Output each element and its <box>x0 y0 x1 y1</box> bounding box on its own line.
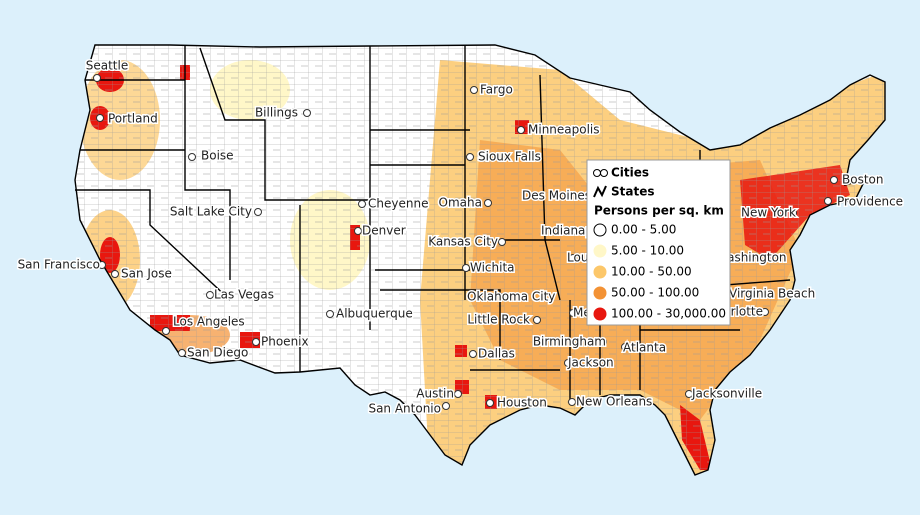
city-marker <box>761 308 769 316</box>
city-label: Portland <box>108 112 158 126</box>
city-marker <box>442 402 450 410</box>
city-marker <box>252 338 260 346</box>
city-label: Providence <box>837 195 903 209</box>
city-label: Birmingham <box>533 335 606 349</box>
city-label: Omaha <box>439 196 482 210</box>
city-marker <box>454 390 462 398</box>
city-label: Little Rock <box>467 313 530 327</box>
city-marker <box>569 227 577 235</box>
city-marker <box>466 153 474 161</box>
city-marker <box>358 200 366 208</box>
legend-item: States <box>611 185 655 199</box>
city-marker <box>254 208 262 216</box>
legend-class-label: 5.00 - 10.00 <box>611 244 684 258</box>
city-marker <box>486 399 494 407</box>
city-marker <box>206 291 214 299</box>
legend-city-icon <box>600 169 608 177</box>
city-label: Boston <box>842 173 883 187</box>
city-marker <box>568 398 576 406</box>
city-label: Jackson <box>567 356 614 370</box>
city-marker <box>499 293 507 301</box>
city-marker <box>517 126 525 134</box>
city-marker <box>533 316 541 324</box>
city-label: Wichita <box>470 261 515 275</box>
legend-class-label: 0.00 - 5.00 <box>611 223 676 237</box>
city-label: San Jose <box>121 267 172 281</box>
legend-swatch <box>593 286 607 300</box>
city-label: San Antonio <box>368 402 441 416</box>
city-marker <box>564 359 572 367</box>
city-label: Denver <box>362 224 406 238</box>
city-marker <box>354 227 362 235</box>
city-label: Fargo <box>480 83 513 97</box>
legend-swatch <box>593 307 607 321</box>
city-label: Des Moines <box>522 189 591 203</box>
city-marker <box>111 270 119 278</box>
city-marker <box>498 238 506 246</box>
city-marker <box>531 192 539 200</box>
city-label: Virginia Beach <box>729 287 815 301</box>
city-label: Sioux Falls <box>478 150 541 164</box>
legend-swatch <box>593 223 607 237</box>
city-label: Minneapolis <box>528 123 600 137</box>
city-marker <box>484 199 492 207</box>
city-marker <box>685 390 693 398</box>
city-label: Cheyenne <box>368 197 428 211</box>
legend-swatch <box>593 244 607 258</box>
city-label: San Francisco <box>18 258 100 272</box>
city-marker <box>830 176 838 184</box>
legend-class-label: 100.00 - 30,000.00 <box>611 307 726 321</box>
legend-swatch <box>593 265 607 279</box>
city-marker <box>569 254 577 262</box>
city-label: Phoenix <box>261 335 309 349</box>
city-label: San Diego <box>187 346 248 360</box>
city-label: Los Angeles <box>173 315 245 329</box>
city-marker <box>824 197 832 205</box>
legend-item: Cities <box>611 166 649 180</box>
city-marker <box>178 349 186 357</box>
legend-city-icon <box>593 169 601 177</box>
city-marker <box>98 261 106 269</box>
city-marker <box>162 327 170 335</box>
city-marker <box>462 264 470 272</box>
city-layer: Seattle Portland Boise Billings Fargo Minneap… <box>16 57 905 417</box>
legend-state-icon <box>593 185 607 198</box>
legend-class-label: 50.00 - 100.00 <box>611 286 699 300</box>
legend-box <box>586 159 731 326</box>
legend-class-label: 10.00 - 50.00 <box>611 265 692 279</box>
city-marker <box>303 109 311 117</box>
city-marker <box>748 253 756 261</box>
city-label: New York <box>741 206 796 220</box>
city-marker <box>569 309 577 317</box>
city-marker <box>789 209 797 217</box>
city-label: Kansas City <box>428 235 498 249</box>
city-marker <box>93 74 101 82</box>
city-label: Salt Lake City <box>170 205 252 219</box>
city-label: Jacksonville <box>691 387 762 401</box>
city-label: Boise <box>201 149 234 163</box>
city-label: Albuquerque <box>336 307 413 321</box>
city-marker <box>96 114 104 122</box>
legend-title: Persons per sq. km <box>594 204 724 218</box>
city-label: Billings <box>255 106 298 120</box>
city-label: Seattle <box>86 59 128 73</box>
city-label: Atlanta <box>623 341 666 355</box>
city-marker <box>621 343 629 351</box>
city-label: Dallas <box>478 347 515 361</box>
city-marker <box>469 350 477 358</box>
city-label: Las Vegas <box>214 288 274 302</box>
city-label: Houston <box>497 396 547 410</box>
city-marker <box>188 153 196 161</box>
legend: Cities States Persons per sq. km 0.00 - … <box>586 159 731 326</box>
city-label: Oklahoma City <box>467 290 555 304</box>
city-label: New Orleans <box>576 395 652 409</box>
city-label: Washington <box>716 251 787 265</box>
city-marker <box>326 310 334 318</box>
city-marker <box>470 86 478 94</box>
city-marker <box>599 338 607 346</box>
city-label: Austin <box>416 387 454 401</box>
